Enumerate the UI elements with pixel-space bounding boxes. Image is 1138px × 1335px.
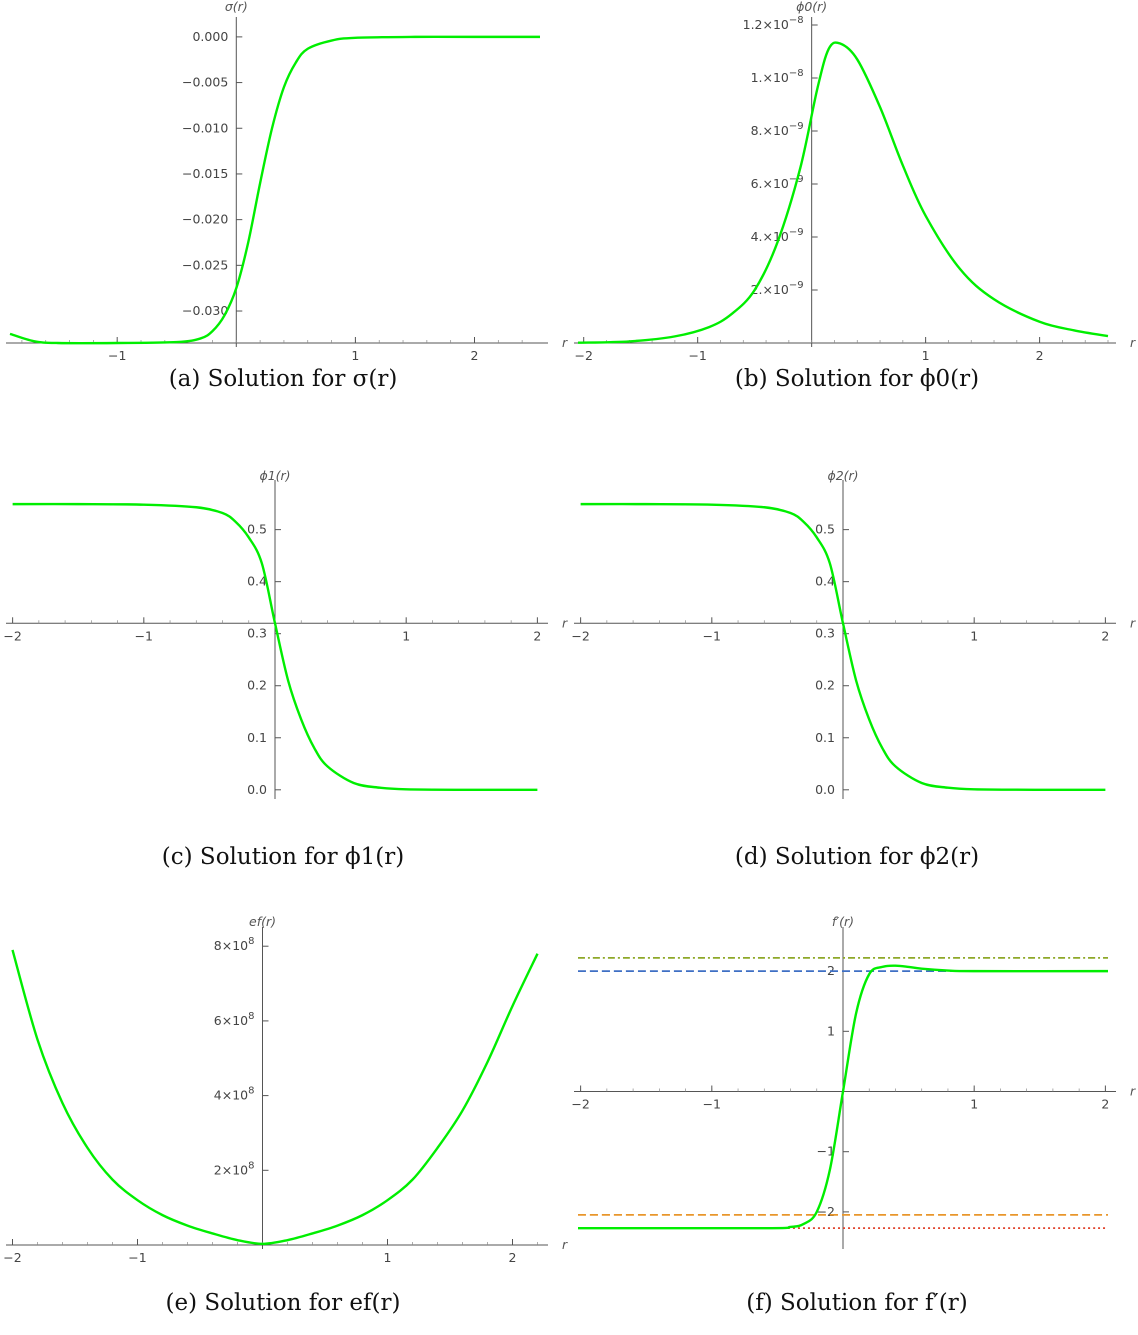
y-tick-label: −0.025: [182, 257, 228, 272]
x-axis-label: r: [1130, 1084, 1136, 1099]
caption: (f) Solution for f′(r): [746, 1290, 967, 1316]
chart-panel-a: −1 1 2 0.000 −0.005 −0.010 −0.015 −0.020 −0.025 −…: [6, 0, 568, 392]
solution-curve: [9, 35, 540, 345]
x-tick-label: −2: [3, 628, 21, 643]
y-tick-exponent: 8: [248, 1160, 254, 1171]
y-axis-label: ϕ2(r): [827, 468, 858, 483]
caption: (c) Solution for ϕ1(r): [162, 844, 404, 870]
y-tick-label: 0.1: [815, 730, 835, 745]
y-tick-exponent: −9: [789, 227, 804, 238]
y-tick-label: 0.0: [247, 782, 267, 797]
chart-panel-e: −2 −1 1 2 2×108 4×108 6×108 8×108 r ef(r) (e) Solu…: [3, 914, 568, 1316]
y-tick-label: 0.5: [247, 522, 267, 537]
y-tick-exponent: −9: [789, 280, 804, 291]
y-tick-label: −1: [817, 1144, 835, 1159]
y-tick-exponent: 8: [248, 936, 254, 947]
x-tick-label: 1: [922, 348, 930, 363]
x-axis-label: r: [562, 335, 568, 350]
y-axis-label: ϕ1(r): [259, 468, 290, 483]
x-tick-label: 2: [1101, 628, 1109, 643]
y-axis-label: σ(r): [225, 0, 248, 14]
solution-curve: [577, 964, 1109, 1230]
y-axis-label: f′(r): [832, 914, 854, 929]
x-tick-label: −2: [571, 628, 589, 643]
x-tick-label: 1: [970, 628, 978, 643]
x-axis-label: r: [1130, 335, 1136, 350]
y-tick-label: −0.020: [182, 212, 228, 227]
x-tick-label: −2: [3, 1250, 21, 1265]
chart-panel-d: −2 −1 1 2 0.0 0.1 0.2 0.3 0.4 0.5 r ϕ2(r) (d) Soluti…: [571, 468, 1136, 870]
x-axis-label: r: [562, 1237, 568, 1252]
x-tick-label: −1: [688, 348, 706, 363]
y-tick-exponent: 8: [248, 1011, 254, 1022]
caption: (a) Solution for σ(r): [169, 366, 398, 392]
y-tick-label: −0.015: [182, 166, 228, 181]
y-tick-label: 1.×10−8: [751, 68, 804, 85]
y-tick-label: 0.1: [247, 730, 267, 745]
y-tick-label: 0.3: [815, 626, 835, 641]
x-tick-label: −1: [703, 1097, 721, 1112]
x-tick-label: 2: [471, 348, 479, 363]
x-tick-label: −1: [108, 348, 126, 363]
y-tick-exponent: 8: [248, 1086, 254, 1097]
solution-curve: [12, 502, 538, 792]
solution-curve: [11, 949, 539, 1246]
x-tick-label: 1: [970, 1097, 978, 1112]
x-tick-label: −1: [135, 628, 153, 643]
x-tick-label: 2: [1036, 348, 1044, 363]
y-tick-label: 0.2: [247, 678, 267, 693]
solution-curve: [577, 41, 1109, 344]
y-tick-label: 1: [827, 1023, 835, 1038]
x-axis-label: r: [562, 615, 568, 630]
y-tick-label: −0.005: [182, 75, 228, 90]
x-tick-label: 1: [402, 628, 410, 643]
y-axis-label: ef(r): [249, 914, 276, 929]
y-tick-exponent: −8: [789, 68, 804, 79]
y-tick-label: 8.×10−9: [751, 121, 804, 138]
caption: (b) Solution for ϕ0(r): [735, 366, 979, 392]
y-tick-label: 0.5: [815, 522, 835, 537]
x-tick-label: 1: [351, 348, 359, 363]
chart-panel-b: −2 −1 1 22.×10−94.×10−96.×10−98.×10−91.×10−…: [574, 0, 1136, 392]
y-tick-label: 2×108: [214, 1160, 255, 1177]
x-tick-label: 2: [509, 1250, 517, 1265]
y-tick-label: 0.4: [815, 574, 835, 589]
y-tick-label: 4×108: [214, 1086, 255, 1103]
y-axis-label: ϕ0(r): [796, 0, 827, 14]
chart-panel-c: −2 −1 1 2 0.0 0.1 0.2 0.3 0.4 0.5 r ϕ1(r) (c) Soluti…: [3, 468, 568, 870]
y-tick-exponent: −9: [789, 121, 804, 132]
caption: (e) Solution for ef(r): [166, 1290, 401, 1316]
y-tick-label: 1.2×10−8: [743, 15, 804, 32]
y-tick-label: −0.030: [182, 303, 228, 318]
y-tick-label: 8×108: [214, 936, 255, 953]
solution-curve: [580, 502, 1106, 792]
y-tick-exponent: −8: [789, 15, 804, 26]
x-tick-label: −1: [703, 628, 721, 643]
x-tick-label: −2: [574, 348, 592, 363]
x-axis-label: r: [1130, 615, 1136, 630]
x-tick-label: 2: [1101, 1097, 1109, 1112]
x-tick-label: 1: [384, 1250, 392, 1265]
x-tick-label: −2: [571, 1097, 589, 1112]
y-tick-label: 0.000: [192, 29, 228, 44]
y-tick-label: 6×108: [214, 1011, 255, 1028]
x-tick-label: −1: [128, 1250, 146, 1265]
y-tick-label: 0.4: [247, 574, 267, 589]
y-tick-label: 0.0: [815, 782, 835, 797]
y-tick-label: −0.010: [182, 120, 228, 135]
x-tick-label: 2: [533, 628, 541, 643]
y-tick-label: 0.2: [815, 678, 835, 693]
caption: (d) Solution for ϕ2(r): [735, 844, 979, 870]
y-tick-label: 0.3: [247, 626, 267, 641]
